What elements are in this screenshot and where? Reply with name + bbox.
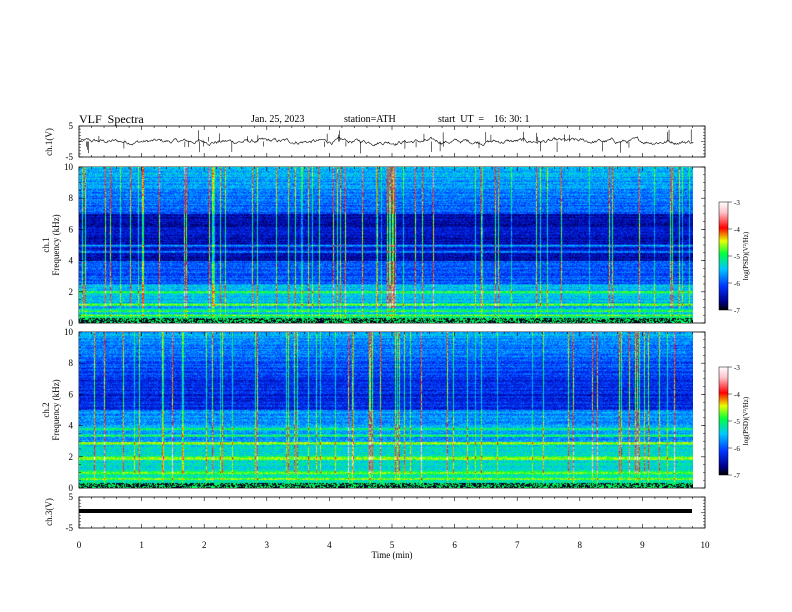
y-tick-label: 4 [69, 421, 74, 431]
x-tick-label: 8 [578, 540, 583, 550]
x-axis-label: Time (min) [372, 550, 413, 560]
colorbar-tick-label: -3 [734, 364, 740, 372]
y-tick-label: 10 [64, 162, 74, 172]
ch2-spectrogram-ticks: 0 2 4 6 8 10 [64, 327, 706, 493]
ch1-waveform-ticks: 5 -5 [66, 121, 706, 162]
x-tick-label: 0 [77, 540, 82, 550]
y-tick-label: 2 [69, 287, 74, 297]
ch1-colorbar [718, 201, 729, 311]
colorbar-tick-label: -7 [734, 472, 740, 480]
date-label: Jan. 25, 2023 [251, 114, 305, 125]
ch1-waveform-ylabel: ch.1(V) [44, 128, 54, 156]
x-tick-label: 10 [701, 540, 711, 550]
y-tick-label: 0 [69, 483, 74, 493]
colorbar-tick-label: -7 [734, 307, 740, 315]
y-tick-label: -5 [66, 152, 74, 162]
x-tick-label: 9 [640, 540, 645, 550]
colorbar-tick-label: -5 [734, 418, 740, 426]
x-tick-label: 1 [139, 540, 144, 550]
y-tick-label: 5 [69, 492, 74, 502]
x-tick-label: 4 [327, 540, 332, 550]
ch1-spectrogram-ylabel-channel: ch.1 [41, 237, 51, 252]
x-tick-label: 3 [265, 540, 270, 550]
colorbar-tick-label: -6 [734, 445, 740, 453]
ch1-spectrogram-ticks: 0 2 4 6 8 10 [64, 162, 706, 328]
ch1-spectrogram-ylabel-freq: Frequency (kHz) [51, 214, 61, 275]
x-tick-label: 2 [202, 540, 207, 550]
ch3-waveform-ticks: 5 -5 [66, 492, 706, 533]
x-tick-label: 7 [515, 540, 520, 550]
x-tick-label: 6 [452, 540, 457, 550]
figure-title: VLF Spectra [79, 112, 144, 126]
start-ut-label: start UT = [438, 114, 485, 125]
x-tick-label: 5 [390, 540, 395, 550]
ch1-colorbar-ticks: -3 -4 -5 -6 -7 [728, 199, 740, 315]
y-tick-label: 8 [69, 358, 74, 368]
ch1-colorbar-label: log(PSD)(V²/Hz) [742, 231, 750, 280]
colorbar-tick-label: -4 [734, 391, 740, 399]
colorbar-tick-label: -6 [734, 280, 740, 288]
ch1-waveform-trace [78, 129, 694, 154]
y-tick-label: 0 [69, 318, 74, 328]
ch2-colorbar-label: log(PSD)(V²/Hz) [742, 396, 750, 445]
y-tick-label: 5 [69, 121, 74, 131]
ch3-waveform-ylabel: ch.3(V) [44, 498, 54, 526]
ch2-colorbar-ticks: -3 -4 -5 -6 -7 [728, 364, 740, 480]
y-tick-label: 8 [69, 193, 74, 203]
colorbar-tick-label: -5 [734, 253, 740, 261]
ch1-waveform-frame [78, 125, 706, 158]
ch2-spectrogram-canvas [79, 332, 693, 488]
ch2-spectrogram-ylabel-channel: ch.2 [41, 402, 51, 417]
ch1-spectrogram-canvas [79, 167, 693, 323]
start-time-value: 16: 30: 1 [494, 114, 530, 125]
colorbar-tick-label: -4 [734, 226, 740, 234]
x-axis-ticks: 0 1 2 3 4 5 6 7 8 9 10 [77, 540, 710, 550]
ch2-spectrogram-ylabel-freq: Frequency (kHz) [51, 379, 61, 440]
station-label: station=ATH [344, 114, 396, 125]
y-tick-label: 10 [64, 327, 74, 337]
y-tick-label: 6 [69, 389, 74, 399]
ch2-colorbar [718, 366, 729, 476]
y-tick-label: 2 [69, 452, 74, 462]
y-tick-label: 4 [69, 256, 74, 266]
y-tick-label: 6 [69, 224, 74, 234]
y-tick-label: -5 [66, 523, 74, 533]
colorbar-tick-label: -3 [734, 199, 740, 207]
